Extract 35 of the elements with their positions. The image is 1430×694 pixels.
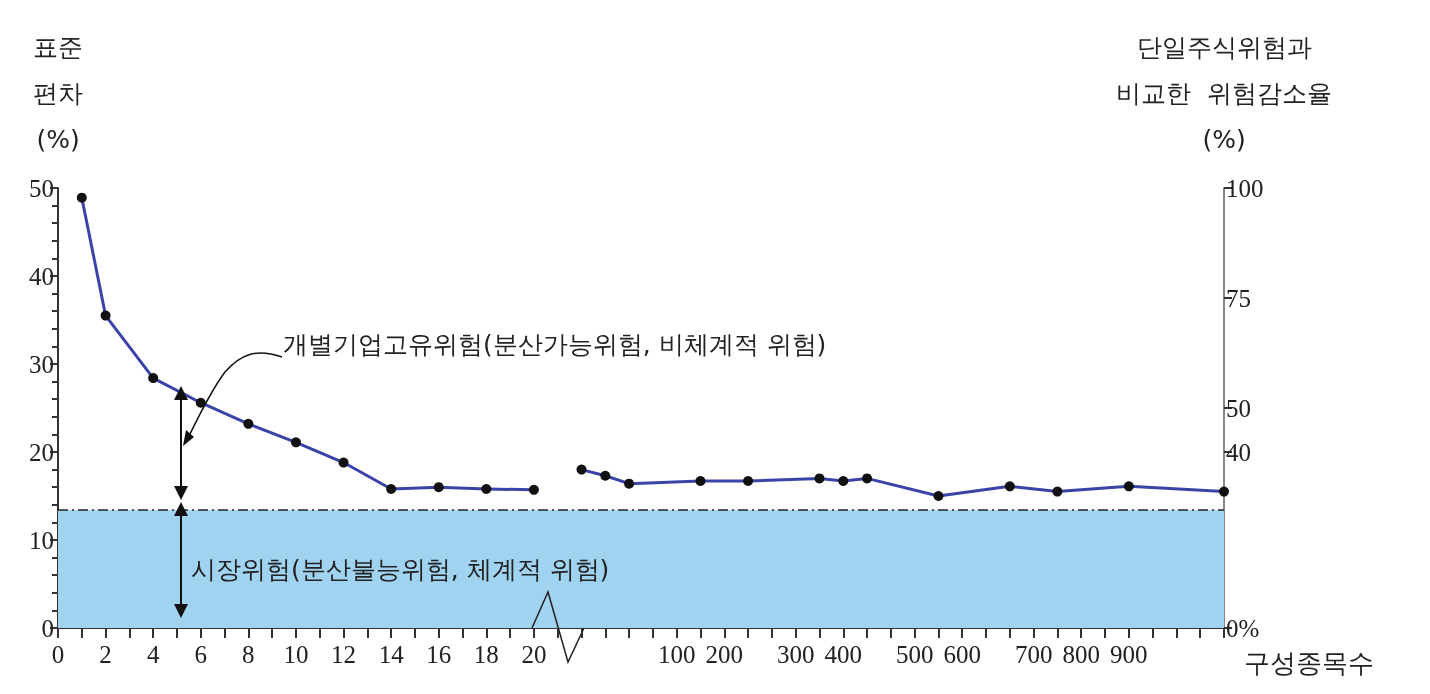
x-tick-label: 800 xyxy=(1062,641,1100,668)
x-tick-label: 16 xyxy=(426,641,452,668)
y-tick-label: 30 xyxy=(29,350,54,378)
x-tick-label: 8 xyxy=(242,641,255,668)
y-axis-title: 표준 편차 (%) xyxy=(33,32,83,154)
band-label: 시장위험(분산불능위험, 체계적 위험) xyxy=(191,554,610,584)
y-tick-label: 40 xyxy=(29,262,54,290)
x-tick-label: 20 xyxy=(521,641,547,668)
x-tick-label: 400 xyxy=(824,641,863,668)
x-tick-label: 18 xyxy=(473,641,499,668)
x-tick-label: 300 xyxy=(776,641,815,668)
x-tick-label: 100 xyxy=(657,641,696,668)
x-tick-label: 6 xyxy=(194,641,208,668)
x-tick-label: 900 xyxy=(1110,641,1148,668)
y2-tick-label: 0% xyxy=(1226,614,1260,642)
y2-tick-label: 75 xyxy=(1226,284,1251,312)
x-tick-label: 12 xyxy=(331,641,357,668)
y-tick-label: 50 xyxy=(29,174,54,202)
x-tick-label: 2 xyxy=(99,641,112,668)
y2-tick-label: 100 xyxy=(1226,174,1264,202)
x-tick-label: 14 xyxy=(378,641,405,668)
annotation: 개별기업고유위험(분산가능위험, 비체계적 위험) xyxy=(283,330,827,359)
x-tick-label: 500 xyxy=(895,641,934,668)
y-tick-label: 20 xyxy=(29,438,54,466)
y2-axis-title: 단일주식위험과 비교한 위험감소율 (%) xyxy=(1116,32,1332,154)
y-tick-label: 10 xyxy=(29,526,54,554)
x-tick-label: 10 xyxy=(283,641,309,668)
x-tick-label: 200 xyxy=(705,641,744,668)
x-tick-label: 4 xyxy=(146,641,160,668)
y-tick-label: 0 xyxy=(41,614,54,642)
y2-tick-label: 40 xyxy=(1226,438,1251,466)
x-tick-label: 600 xyxy=(943,641,981,668)
y2-tick-label: 50 xyxy=(1226,394,1251,422)
x-tick-label: 700 xyxy=(1014,641,1053,668)
x-axis-title: 구성종목수 xyxy=(1244,648,1374,678)
